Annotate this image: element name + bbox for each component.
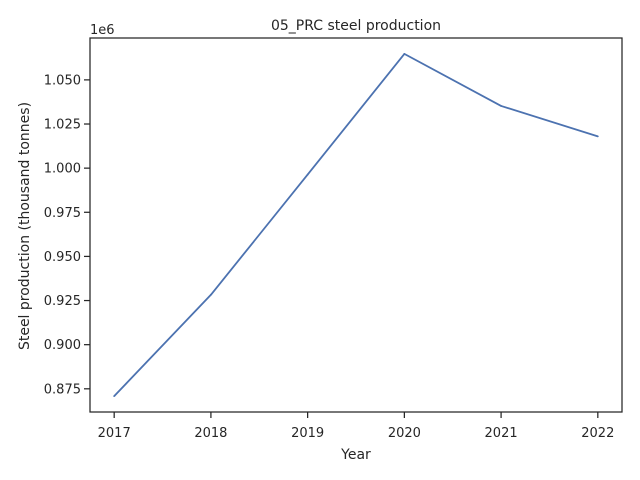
x-tick-label: 2021 xyxy=(485,426,518,441)
x-tick-label: 2017 xyxy=(98,426,131,441)
x-axis-ticks: 2017 2018 2019 2020 2021 2022 xyxy=(98,412,614,441)
y-tick-label: 0.975 xyxy=(44,206,81,221)
y-tick-label: 1.050 xyxy=(44,73,81,88)
y-axis-label: Steel production (thousand tonnes) xyxy=(17,102,33,350)
data-point xyxy=(113,395,116,398)
y-tick-label: 0.900 xyxy=(44,338,81,353)
y-axis-ticks: 0.875 0.900 0.925 0.950 0.975 1.000 1.025 1.050 xyxy=(44,73,90,397)
y-tick-label: 0.950 xyxy=(44,250,81,265)
y-offset-label: 1e6 xyxy=(90,23,115,38)
x-tick-label: 2022 xyxy=(581,426,614,441)
plot-frame xyxy=(89,37,623,413)
data-point xyxy=(403,52,406,55)
data-point xyxy=(500,105,502,107)
series-line xyxy=(113,52,599,397)
x-tick-label: 2018 xyxy=(194,426,227,441)
y-tick-label: 0.875 xyxy=(44,382,81,397)
data-point xyxy=(210,293,212,296)
data-point xyxy=(596,135,599,138)
y-tick-label: 1.000 xyxy=(44,162,81,177)
y-tick-label: 0.925 xyxy=(44,294,81,309)
x-axis-label: Year xyxy=(340,447,371,463)
y-tick-label: 1.025 xyxy=(44,118,81,133)
chart-title: 05_PRC steel production xyxy=(271,18,441,34)
x-tick-label: 2020 xyxy=(388,426,421,441)
data-point xyxy=(306,173,309,176)
x-tick-label: 2019 xyxy=(291,426,324,441)
series-group xyxy=(113,52,599,398)
